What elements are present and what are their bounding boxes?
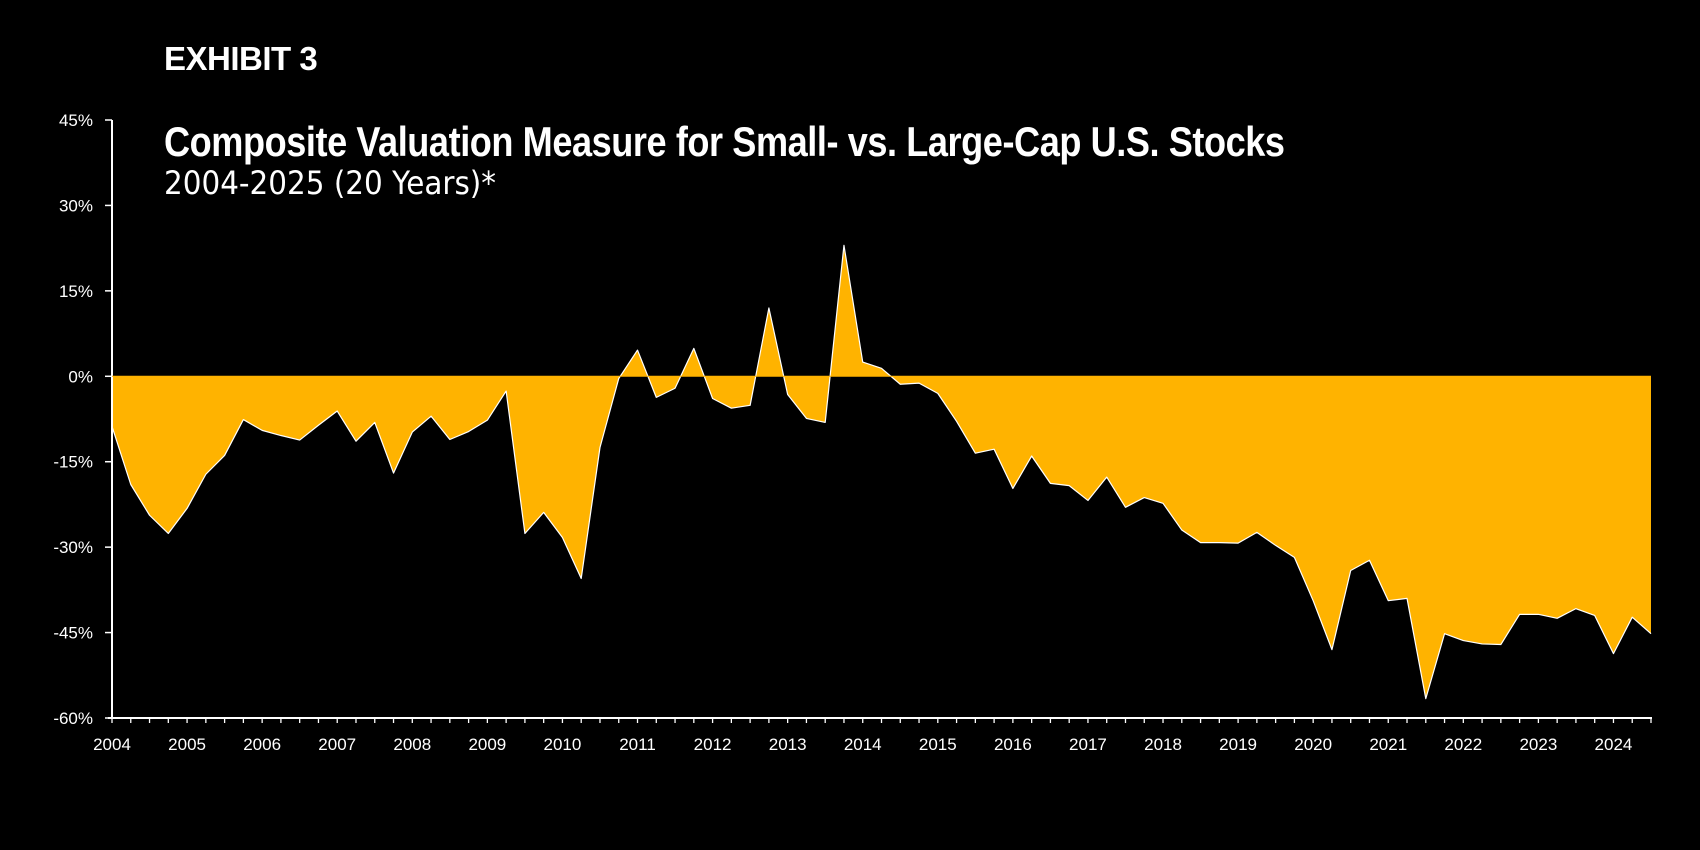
y-tick-label: -60% <box>53 709 93 728</box>
y-tick-label: -15% <box>53 453 93 472</box>
x-tick-label: 2006 <box>243 735 281 754</box>
x-tick-label: 2012 <box>694 735 732 754</box>
area-fill <box>112 245 1651 699</box>
y-tick-label: 15% <box>59 282 93 301</box>
x-tick-label: 2015 <box>919 735 957 754</box>
y-tick-label: -30% <box>53 538 93 557</box>
x-tick-label: 2008 <box>393 735 431 754</box>
x-tick-label: 2017 <box>1069 735 1107 754</box>
axes-layer: 45% 30% 15% 0% -15% -30% -45% -60%2004 2005 2006 2… <box>53 111 1652 754</box>
x-tick-label: 2024 <box>1595 735 1633 754</box>
y-tick-label: 0% <box>68 367 93 386</box>
chart-subtitle: 2004-2025 (20 Years)* <box>164 164 497 202</box>
area-layer <box>111 244 1652 700</box>
x-tick-label: 2011 <box>619 735 656 754</box>
chart-title: Composite Valuation Measure for Small- v… <box>164 118 1285 165</box>
y-tick-label: 30% <box>59 196 93 215</box>
x-tick-label: 2013 <box>769 735 807 754</box>
x-tick-label: 2014 <box>844 735 882 754</box>
x-tick-label: 2009 <box>468 735 506 754</box>
y-tick-label: 45% <box>59 111 93 130</box>
exhibit-label: EXHIBIT 3 <box>164 40 318 77</box>
y-tick-label: -45% <box>53 624 93 643</box>
x-tick-label: 2019 <box>1219 735 1257 754</box>
series-line <box>111 244 1652 700</box>
x-tick-label: 2018 <box>1144 735 1182 754</box>
x-tick-label: 2005 <box>168 735 206 754</box>
x-tick-label: 2020 <box>1294 735 1332 754</box>
x-tick-label: 2004 <box>93 735 131 754</box>
x-tick-label: 2010 <box>544 735 582 754</box>
x-tick-label: 2007 <box>318 735 356 754</box>
x-tick-label: 2021 <box>1369 735 1407 754</box>
x-tick-label: 2022 <box>1444 735 1482 754</box>
x-tick-label: 2016 <box>994 735 1032 754</box>
x-tick-label: 2023 <box>1519 735 1557 754</box>
